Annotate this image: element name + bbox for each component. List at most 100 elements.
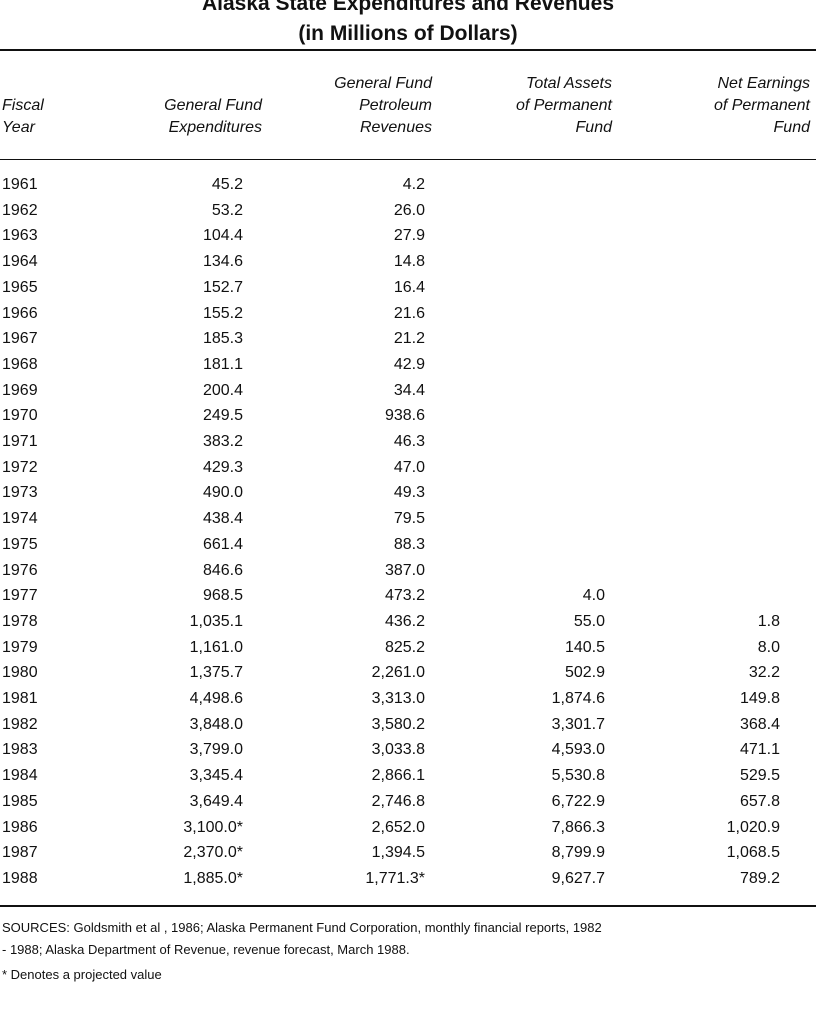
table-cell: 1963 [2,227,38,245]
table-cell: 661.4 [202,535,243,553]
table-cell: 7,866.3 [551,818,605,836]
table-cell: 1974 [2,510,38,528]
table-cell: 3,345.4 [189,767,243,785]
table-cell: 49.3 [393,484,425,502]
table-cell: 1962 [2,201,38,219]
table-cell: 21.2 [393,330,425,348]
table-cell: 789.2 [739,869,780,887]
table-cell: 1984 [2,767,38,785]
table-cell: 21.6 [393,304,425,322]
column-header: Fund [773,119,810,136]
table-cell: 32.2 [748,664,780,682]
table-cell: 34.4 [393,381,425,399]
table-cell: 825.2 [384,638,425,656]
table-cell: 1,035.1 [189,612,243,630]
table-cell: 2,746.8 [371,792,425,810]
table-cell: 3,313.0 [371,690,425,707]
table-cell: 1987 [2,844,38,862]
table-cell: 149.8 [739,690,780,707]
rule [0,49,816,51]
table-cell: 1,161.0 [189,638,243,656]
table-cell: 529.5 [739,767,780,785]
table-cell: 42.9 [393,355,425,373]
note: - 1988; Alaska Department of Revenue, re… [2,942,410,957]
table-cell: 79.5 [393,510,425,528]
table-cell: 1977 [2,587,38,605]
table-cell: 1961 [2,176,38,193]
table-cell: 8,799.9 [551,844,605,862]
table-cell: 1981 [2,690,38,707]
table-cell: 1970 [2,407,38,425]
column-header: Net Earnings [717,75,811,92]
table-cell: 1983 [2,741,38,759]
table-cell: 4,498.6 [189,690,243,707]
table-cell: 846.6 [202,561,243,579]
column-header: Expenditures [168,119,262,136]
column-header: Total Assets [526,75,612,92]
table-cell: 14.8 [393,253,425,271]
table-cell: 1966 [2,304,38,322]
table-cell: 387.0 [384,561,425,579]
table-cell: 657.8 [739,792,780,810]
rule [0,905,816,907]
table-cell: 1,394.5 [371,844,425,862]
table-cell: 968.5 [202,587,243,605]
table-cell: 47.0 [393,458,425,476]
table-cell: 5,530.8 [551,767,605,785]
table-cell: 1976 [2,561,38,579]
table-cell: 1,020.9 [726,818,780,836]
column-header: Fund [575,119,612,136]
table-cell: 1985 [2,792,38,810]
column-header: Petroleum [359,97,432,114]
table-cell: 140.5 [564,638,605,656]
column-header: of Permanent [713,97,810,114]
table-cell: 4.0 [582,587,605,605]
table-cell: 1965 [2,278,38,296]
column-header: of Permanent [515,97,612,114]
table-cell: 185.3 [202,330,243,348]
table-cell: 3,301.7 [551,715,605,733]
column-header: Fiscal [2,97,44,114]
title: Alaska State Expenditures and Revenues [202,0,614,15]
table-cell: 27.9 [393,227,425,245]
table-cell: 3,033.8 [371,741,425,759]
table-cell: 6,722.9 [551,792,605,810]
table-cell: 1982 [2,715,38,733]
table-cell: 1,885.0* [183,869,243,887]
table-cell: 1978 [2,612,38,630]
table-cell: 3,100.0* [183,818,243,836]
table-cell: 1971 [2,433,38,450]
table-cell: 3,580.2 [371,715,425,733]
note: SOURCES: Goldsmith et al , 1986; Alaska … [2,920,602,935]
table-cell: 88.3 [393,535,425,553]
column-header: Year [2,119,35,136]
table-cell: 3,848.0 [189,715,243,733]
table-cell: 473.2 [384,587,425,605]
table-cell: 4.2 [402,176,425,193]
subtitle: (in Millions of Dollars) [298,22,518,45]
table-cell: 3,649.4 [189,792,243,810]
column-header: Revenues [359,119,432,136]
table-cell: 1986 [2,818,38,836]
table-cell: 16.4 [393,278,425,296]
table-cell: 490.0 [202,484,243,502]
table-cell: 45.2 [211,176,243,193]
table-cell: 2,652.0 [371,818,425,836]
table-cell: 1,068.5 [726,844,780,862]
table-cell: 2,866.1 [371,767,425,785]
table-cell: 1979 [2,638,38,656]
table-cell: 1988 [2,869,38,887]
column-header: General Fund [164,97,262,114]
table-cell: 1,874.6 [551,690,605,707]
table-cell: 429.3 [202,458,243,476]
table-cell: 26.0 [393,201,425,219]
table-cell: 368.4 [739,715,780,733]
table-cell: 8.0 [757,638,780,656]
table-cell: 155.2 [202,304,243,322]
rule [0,159,816,160]
table-cell: 1,375.7 [189,664,243,682]
table-cell: 1968 [2,355,38,373]
table-cell: 2,370.0* [183,844,243,862]
table-cell: 436.2 [384,612,425,630]
table-cell: 2,261.0 [371,664,425,682]
